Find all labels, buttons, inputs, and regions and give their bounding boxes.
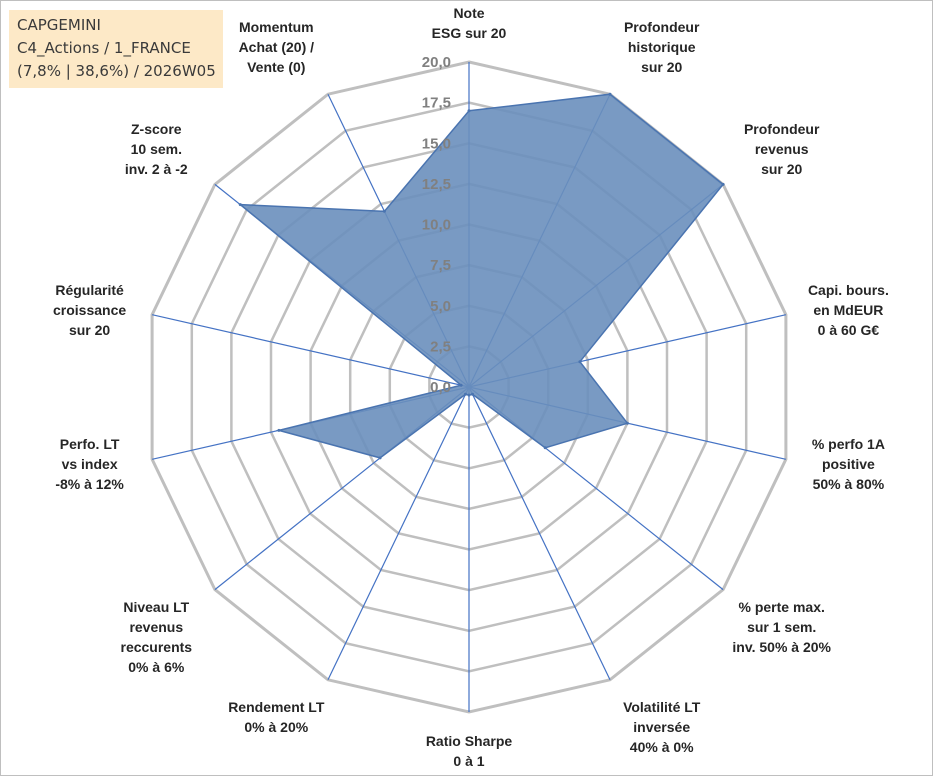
axis-spoke <box>151 314 470 388</box>
axis-label-line: 40% à 0% <box>630 739 694 755</box>
tick-layer: 0,0 2,5 5,0 7,5 10,0 12,5 15,0 17,5 20,0 <box>422 54 451 396</box>
data-point <box>467 393 471 397</box>
data-point <box>382 209 386 213</box>
tick-label: 0,0 <box>430 379 451 396</box>
axis-label-line: reccurents <box>121 639 193 655</box>
data-point <box>721 182 725 186</box>
axis-label-layer: Note ESG sur 20 Profondeur historique sur 20… <box>53 5 889 769</box>
axis-label: Note ESG sur 20 <box>432 5 507 41</box>
axis-label-line: revenus <box>755 141 809 157</box>
axis-label-line: -8% à 12% <box>55 476 124 492</box>
axis-label-line: Capi. bours. <box>808 282 889 298</box>
axis-label: Volatilité LT inversée 40% à 0% <box>623 699 701 755</box>
axis-label: Momentum Achat (20) / Vente (0) <box>239 19 315 75</box>
info-stats: (7,8% | 38,6%) / 2026W05 <box>17 62 216 80</box>
axis-label: Profondeur historique sur 20 <box>624 19 700 75</box>
axis-label: % perte max. sur 1 sem. inv. 50% à 20% <box>732 599 831 655</box>
axis-label-line: Note <box>453 5 484 21</box>
axis-label-line: croissance <box>53 302 126 318</box>
axis-label: Niveau LT revenus reccurents 0% à 6% <box>121 599 193 675</box>
axis-spoke <box>327 386 470 681</box>
axis-label-line: sur 20 <box>641 59 682 75</box>
axis-label: Rendement LT 0% à 20% <box>228 699 325 735</box>
axis-label-line: % perfo 1A <box>812 436 885 452</box>
data-point <box>471 392 474 396</box>
axis-label: Régularité croissance sur 20 <box>53 282 126 338</box>
tick-label: 7,5 <box>430 257 451 274</box>
axis-label-line: vs index <box>62 456 118 472</box>
data-point <box>625 421 629 425</box>
axis-label-line: inv. 50% à 20% <box>732 639 831 655</box>
tick-label: 17,5 <box>422 95 451 112</box>
axis-label-line: Z-score <box>131 121 182 137</box>
axis-label: Ratio Sharpe 0 à 1 <box>426 733 513 769</box>
axis-label: Z-score 10 sem. inv. 2 à -2 <box>125 121 188 177</box>
axis-label-line: Profondeur <box>624 19 700 35</box>
axis-label-line: revenus <box>129 619 183 635</box>
axis-label-line: inv. 2 à -2 <box>125 161 188 177</box>
axis-label-line: positive <box>822 456 875 472</box>
tick-label: 10,0 <box>422 217 451 234</box>
axis-label-line: Niveau LT <box>123 599 189 615</box>
tick-label: 5,0 <box>430 298 451 315</box>
data-point <box>578 360 582 364</box>
data-point <box>464 392 467 396</box>
axis-label-line: inversée <box>633 719 690 735</box>
data-point <box>238 203 242 207</box>
axis-label-line: sur 20 <box>761 161 802 177</box>
tick-label: 15,0 <box>422 135 451 152</box>
axis-label-line: Volatilité LT <box>623 699 701 715</box>
axis-label-line: % perte max. <box>739 599 825 615</box>
info-category: C4_Actions / 1_FRANCE <box>17 39 191 57</box>
axis-label: Capi. bours. en MdEUR 0 à 60 G€ <box>808 282 889 338</box>
data-point <box>277 428 281 432</box>
axis-label-line: Perfo. LT <box>60 436 120 452</box>
axis-label-line: 0% à 20% <box>244 719 308 735</box>
data-point <box>378 456 382 460</box>
data-point <box>459 383 463 387</box>
axis-label-line: en MdEUR <box>813 302 883 318</box>
tick-label: 12,5 <box>422 176 451 193</box>
axis-label-line: Ratio Sharpe <box>426 733 513 749</box>
axis-label-line: 50% à 80% <box>813 476 885 492</box>
axis-label-line: 0 à 60 G€ <box>818 322 880 338</box>
tick-label: 20,0 <box>422 54 451 71</box>
axis-label-line: Momentum <box>239 19 314 35</box>
data-point <box>543 446 547 450</box>
data-point <box>467 109 471 113</box>
axis-label-line: 0% à 6% <box>128 659 185 675</box>
series-area <box>238 93 725 459</box>
axis-label-line: sur 1 sem. <box>747 619 816 635</box>
axis-label-line: 10 sem. <box>131 141 182 157</box>
axis-spoke <box>468 386 611 681</box>
axis-label-line: sur 20 <box>69 322 110 338</box>
info-box: CAPGEMINI C4_Actions / 1_FRANCE (7,8% | … <box>9 10 223 88</box>
axis-label-line: Profondeur <box>744 121 820 137</box>
axis-label-line: historique <box>628 39 696 55</box>
series-layer <box>238 92 725 460</box>
axis-label-line: ESG sur 20 <box>432 25 507 41</box>
axis-label: Profondeur revenus sur 20 <box>744 121 820 177</box>
tick-label: 2,5 <box>430 338 451 355</box>
data-point <box>608 92 612 96</box>
axis-label: Perfo. LT vs index -8% à 12% <box>55 436 124 492</box>
axis-label-line: Régularité <box>55 282 124 298</box>
info-company: CAPGEMINI <box>17 16 101 34</box>
axis-label-line: Vente (0) <box>247 59 305 75</box>
axis-label-line: Rendement LT <box>228 699 325 715</box>
axis-label: % perfo 1A positive 50% à 80% <box>812 436 885 492</box>
axis-label-line: Achat (20) / <box>239 39 315 55</box>
axis-label-line: 0 à 1 <box>453 753 484 769</box>
